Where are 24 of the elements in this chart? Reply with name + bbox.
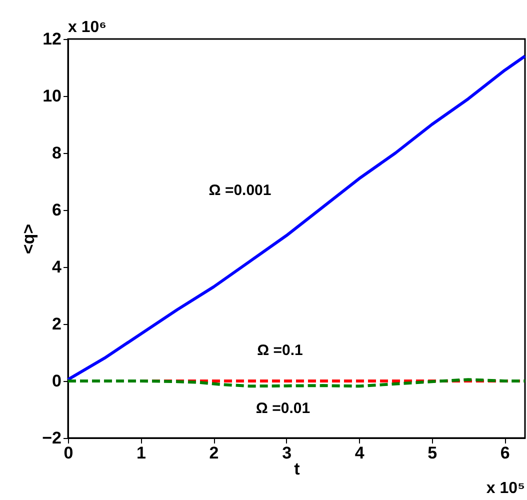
x-axis-title: t — [294, 460, 300, 478]
x-tick-label: 2 — [209, 444, 219, 462]
text: Ω =0.001 — [208, 182, 272, 199]
y-tick-label: 4 — [52, 258, 62, 276]
y-tick-label: 12 — [42, 30, 62, 48]
y-tick-label: 6 — [52, 200, 62, 220]
text: x 10⁶ — [68, 19, 107, 36]
y-tick-label: 8 — [52, 144, 62, 162]
x-tick-label: 3 — [282, 444, 292, 462]
y-tick-label: 0 — [52, 372, 62, 390]
series-label: Ω =0.1 — [257, 342, 303, 359]
x-tick-label: 5 — [428, 444, 438, 462]
x-tick-label: 1 — [136, 444, 146, 462]
y-tick-label: −2 — [42, 428, 62, 448]
x-tick-label: 0 — [64, 444, 74, 462]
line-series — [66, 54, 526, 382]
series-label: Ω =0.01 — [256, 400, 310, 417]
x-tick-label: 6 — [500, 444, 510, 462]
y-tick-label: 10 — [42, 86, 62, 106]
y-axis-title: <q> — [19, 224, 38, 254]
x-tick-label: 4 — [354, 444, 365, 462]
text: x 10⁵ — [486, 480, 525, 497]
line-series — [66, 378, 526, 388]
y-tick-label: 2 — [52, 314, 62, 334]
